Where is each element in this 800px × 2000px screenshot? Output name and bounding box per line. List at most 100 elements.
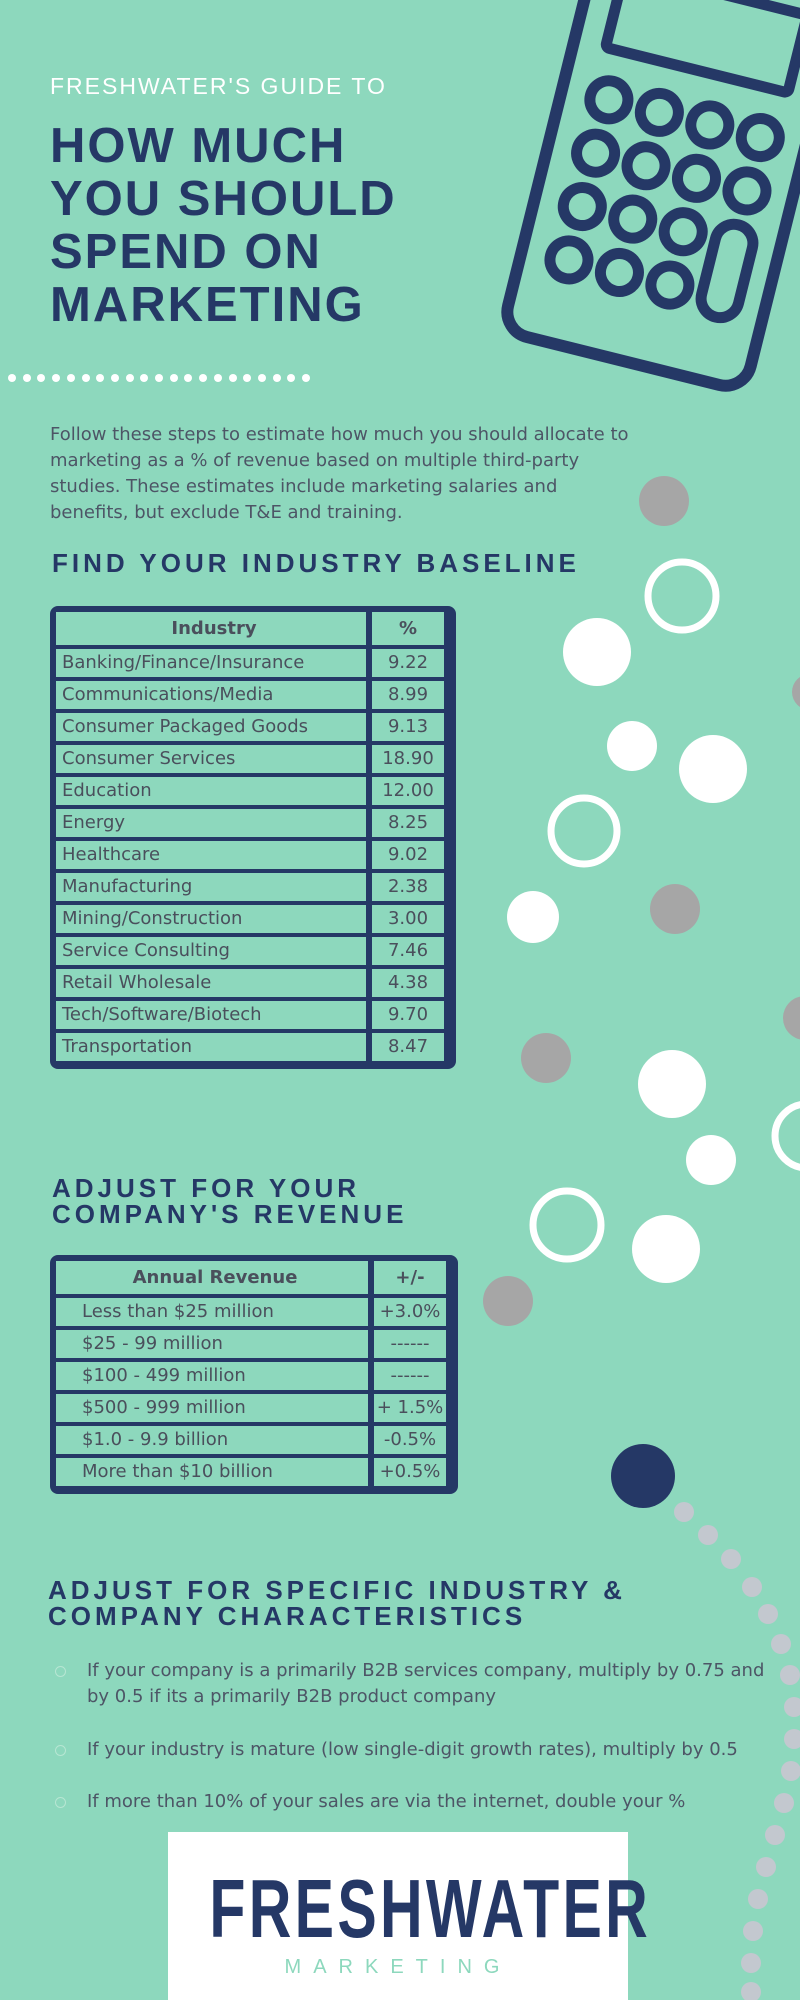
table-header: Annual Revenue +/-: [56, 1261, 452, 1294]
divider-dot: [155, 374, 163, 382]
freshwater-logo: FRESHWATER MARKETING: [168, 1832, 652, 2000]
industry-percent: 8.47: [372, 1033, 444, 1061]
divider-dot: [228, 374, 237, 382]
industry-percent: 4.38: [372, 969, 444, 997]
divider-dot: [272, 374, 281, 382]
list-item: If your company is a primarily B2B servi…: [55, 1658, 775, 1710]
table-row: $500 - 999 million + 1.5%: [56, 1394, 452, 1422]
industry-name: Consumer Packaged Goods: [56, 713, 366, 741]
table-row: More than $10 billion +0.5%: [56, 1458, 452, 1486]
industry-name: Banking/Finance/Insurance: [56, 649, 366, 677]
revenue-range: $500 - 999 million: [56, 1394, 368, 1422]
industry-name: Tech/Software/Biotech: [56, 1001, 366, 1029]
list-item: If your industry is mature (low single-d…: [55, 1737, 775, 1763]
table-row: $100 - 499 million ------: [56, 1362, 452, 1390]
revenue-adjustment: +3.0%: [374, 1298, 446, 1326]
divider-dot: [37, 374, 46, 382]
divider-dot: [302, 374, 310, 382]
table-row: Consumer Services 18.90: [56, 745, 450, 773]
industry-percent: 7.46: [372, 937, 444, 965]
industry-name: Manufacturing: [56, 873, 366, 901]
industry-percent: 8.25: [372, 809, 444, 837]
divider-dot: [66, 374, 75, 382]
table-row: Tech/Software/Biotech 9.70: [56, 1001, 450, 1029]
table-row: Consumer Packaged Goods 9.13: [56, 713, 450, 741]
revenue-adjustment: ------: [374, 1330, 446, 1358]
industry-percent: 9.70: [372, 1001, 444, 1029]
bullet-circle-icon: [55, 1797, 66, 1808]
revenue-adjustment: + 1.5%: [374, 1394, 446, 1422]
revenue-heading-line: COMPANY'S REVENUE: [52, 1199, 408, 1229]
industry-percent: 8.99: [372, 681, 444, 709]
title-line: HOW MUCH: [50, 119, 347, 173]
revenue-range: Less than $25 million: [56, 1298, 368, 1326]
revenue-heading: ADJUST FOR YOUR COMPANY'S REVENUE: [52, 1175, 407, 1227]
header-annual-revenue: Annual Revenue: [56, 1261, 368, 1294]
revenue-range: $1.0 - 9.9 billion: [56, 1426, 368, 1454]
industry-name: Education: [56, 777, 366, 805]
divider-dot: [184, 374, 193, 382]
industry-heading: FIND YOUR INDUSTRY BASELINE: [52, 548, 580, 578]
industry-name: Service Consulting: [56, 937, 366, 965]
industry-name: Energy: [56, 809, 366, 837]
revenue-heading-line: ADJUST FOR YOUR: [52, 1173, 360, 1203]
divider-dot: [257, 374, 266, 382]
industry-name: Healthcare: [56, 841, 366, 869]
industry-name: Communications/Media: [56, 681, 366, 709]
title-line: MARKETING: [50, 278, 365, 332]
header-industry: Industry: [56, 612, 366, 645]
industry-percent: 9.22: [372, 649, 444, 677]
logo-wordmark: FRESHWATER: [209, 1863, 652, 1956]
table-row: Transportation 8.47: [56, 1033, 450, 1061]
list-item-text: If your company is a primarily B2B servi…: [87, 1660, 765, 1707]
revenue-adjustment: ------: [374, 1362, 446, 1390]
title-line: YOU SHOULD: [50, 172, 397, 226]
table-row: Energy 8.25: [56, 809, 450, 837]
revenue-range: $25 - 99 million: [56, 1330, 368, 1358]
bullet-circle-icon: [55, 1666, 66, 1677]
divider-dot: [8, 374, 16, 382]
industry-name: Transportation: [56, 1033, 366, 1061]
industry-name: Retail Wholesale: [56, 969, 366, 997]
calculator-icon: [501, 0, 800, 392]
table-header: Industry %: [56, 612, 450, 645]
industry-percent: 2.38: [372, 873, 444, 901]
header-adjustment: +/-: [374, 1261, 446, 1294]
revenue-adjustment: +0.5%: [374, 1458, 446, 1486]
table-row: Less than $25 million +3.0%: [56, 1298, 452, 1326]
divider-dot: [140, 374, 149, 382]
divider-dot: [110, 374, 119, 382]
revenue-adjustment: -0.5%: [374, 1426, 446, 1454]
characteristics-heading-line: ADJUST FOR SPECIFIC INDUSTRY &: [48, 1575, 626, 1605]
list-item: If more than 10% of your sales are via t…: [55, 1789, 775, 1815]
table-row: Communications/Media 8.99: [56, 681, 450, 709]
divider-dot: [243, 374, 252, 382]
characteristics-heading: ADJUST FOR SPECIFIC INDUSTRY & COMPANY C…: [48, 1577, 626, 1629]
divider-dot: [199, 374, 208, 382]
table-row: $25 - 99 million ------: [56, 1330, 452, 1358]
list-item-text: If your industry is mature (low single-d…: [87, 1739, 738, 1760]
industry-percent: 12.00: [372, 777, 444, 805]
divider-dot: [125, 374, 134, 382]
table-row: Manufacturing 2.38: [56, 873, 450, 901]
intro-paragraph: Follow these steps to estimate how much …: [50, 424, 629, 523]
table-row: Service Consulting 7.46: [56, 937, 450, 965]
table-row: Mining/Construction 3.00: [56, 905, 450, 933]
bullet-circle-icon: [55, 1745, 66, 1756]
logo-subtitle: MARKETING: [284, 1956, 512, 1978]
industry-percent: 9.13: [372, 713, 444, 741]
title-line: SPEND ON: [50, 225, 322, 279]
divider-dot: [52, 374, 61, 382]
industry-percent: 3.00: [372, 905, 444, 933]
divider-dot: [96, 374, 105, 382]
industry-name: Mining/Construction: [56, 905, 366, 933]
table-row: Healthcare 9.02: [56, 841, 450, 869]
industry-percent: 18.90: [372, 745, 444, 773]
divider-dot: [81, 374, 90, 382]
divider-dot: [213, 374, 222, 382]
table-row: $1.0 - 9.9 billion -0.5%: [56, 1426, 452, 1454]
characteristics-heading-line: COMPANY CHARACTERISTICS: [48, 1601, 527, 1631]
divider-dot: [287, 374, 296, 382]
divider-dot: [169, 374, 178, 382]
page-title: HOW MUCH YOU SHOULD SPEND ON MARKETING: [50, 120, 397, 332]
